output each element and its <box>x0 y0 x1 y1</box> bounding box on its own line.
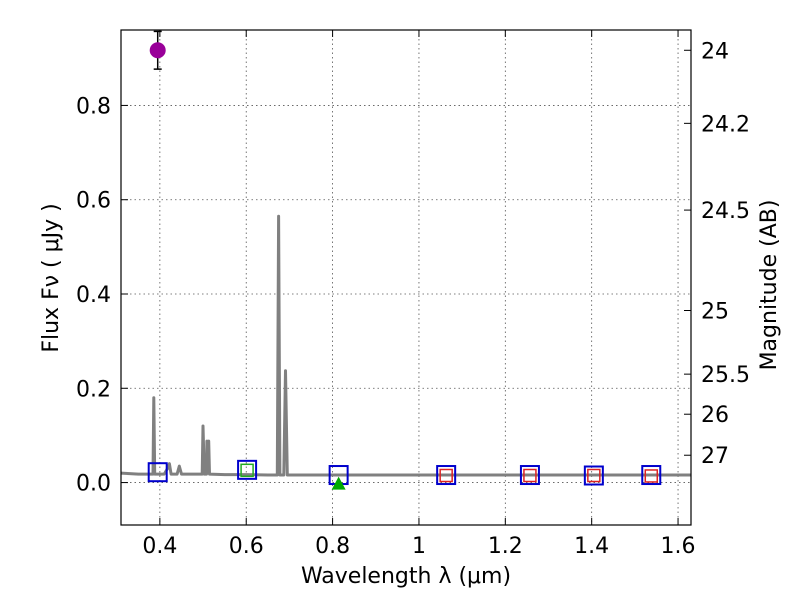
observed-photometry-square <box>587 468 601 483</box>
plot-frame <box>120 29 692 526</box>
magnitude-tick-label: 26 <box>701 403 729 428</box>
model-spectrum-line <box>120 214 691 477</box>
series-layer <box>120 30 691 490</box>
x-tick-label: 1.2 <box>488 534 523 559</box>
model-photometry-square <box>641 465 662 486</box>
model-photometry-square <box>237 459 258 480</box>
x-tick-label: 0.6 <box>229 534 264 559</box>
magnitude-tick-label: 24.2 <box>701 112 750 137</box>
tick-labels: 0.4 0.6 0.8 1 1.2 1.4 1.6 0.0 0.2 0.4 0.6 0.8 24 24.2… <box>76 39 750 559</box>
x-axis-label: Wavelength λ (μm) <box>301 564 511 589</box>
magnitude-tick-label: 24 <box>701 39 729 64</box>
x-tick-label: 0.8 <box>315 534 350 559</box>
magnitude-tick-label: 27 <box>701 444 729 469</box>
model-photometry-square <box>147 462 168 483</box>
y-tick-label: 0.4 <box>76 283 111 308</box>
y-axis-right-label: Magnitude (AB) <box>757 200 782 371</box>
model-photometry-square <box>583 465 604 486</box>
grid-lines <box>121 30 691 525</box>
upper-limit-marker <box>331 476 346 490</box>
observed-photometry-square <box>439 468 453 483</box>
model-photometry-square <box>519 465 540 486</box>
x-tick-label: 0.4 <box>142 534 177 559</box>
observed-photometry-square <box>644 469 659 483</box>
y-tick-label: 0.8 <box>76 94 111 119</box>
x-tick-label: 1.4 <box>574 534 609 559</box>
observed-photometry-square <box>523 468 537 483</box>
x-tick-label: 1.6 <box>661 534 696 559</box>
tick-marks <box>121 30 691 525</box>
magnitude-tick-label: 25.5 <box>701 363 750 388</box>
y-axis-label: Flux Fν ( μJy ) <box>39 203 64 352</box>
model-photometry-square <box>436 465 457 486</box>
observed-photometry-square <box>240 463 254 478</box>
magnitude-tick-label: 24.5 <box>701 199 750 224</box>
y-tick-label: 0.2 <box>76 377 111 402</box>
x-tick-label: 1 <box>412 534 426 559</box>
y-tick-label: 0.0 <box>76 472 111 497</box>
detection-point <box>149 42 166 59</box>
magnitude-tick-label: 25 <box>701 300 729 325</box>
y-tick-label: 0.6 <box>76 189 111 214</box>
